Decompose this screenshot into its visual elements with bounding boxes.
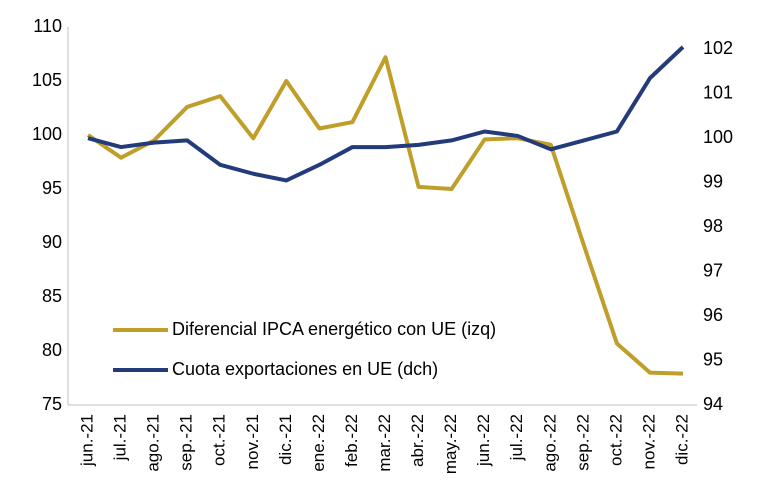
x-tick-label: dic.-22: [672, 414, 691, 465]
series-line: [86, 55, 684, 376]
x-tick-label: jun.-22: [474, 414, 493, 467]
y2-tick-label: 101: [703, 82, 733, 102]
y-tick-label: 90: [42, 232, 62, 252]
x-tick-label: sep.-22: [573, 414, 592, 471]
y2-tick-label: 99: [703, 171, 723, 191]
y2-tick-label: 94: [703, 394, 723, 414]
y2-tick-label: 102: [703, 38, 733, 58]
x-tick-label: jul.-21: [111, 414, 130, 461]
y-tick-label: 75: [42, 394, 62, 414]
y-tick-label: 80: [42, 340, 62, 360]
x-tick-label: mar.-22: [375, 414, 394, 472]
y2-tick-label: 97: [703, 260, 723, 280]
y2-tick-label: 100: [703, 127, 733, 147]
y-tick-label: 105: [32, 70, 62, 90]
legend-label: Cuota exportaciones en UE (dch): [172, 359, 438, 379]
y-tick-label: 110: [33, 16, 62, 36]
x-tick-label: nov.-22: [639, 414, 658, 469]
y-tick-label: 95: [42, 178, 62, 198]
x-tick-label: abr.-22: [408, 414, 427, 467]
x-tick-label: nov.-21: [243, 414, 262, 469]
x-tick-label: jun.-21: [77, 414, 96, 467]
x-tick-label: ago.-21: [144, 414, 163, 472]
x-tick-label: dic.-21: [276, 414, 295, 465]
x-tick-label: jul.-22: [507, 414, 526, 461]
y2-tick-label: 98: [703, 216, 723, 236]
x-tick-label: feb.-22: [342, 414, 361, 467]
x-tick-label: oct.-22: [606, 414, 625, 466]
x-tick-label: may.-22: [441, 414, 460, 474]
y-tick-label: 85: [42, 286, 62, 306]
y2-tick-label: 95: [703, 349, 723, 369]
legend-label: Diferencial IPCA energético con UE (izq): [172, 319, 496, 339]
x-tick-label: oct.-21: [210, 414, 229, 466]
y2-tick-label: 96: [703, 305, 723, 325]
y-tick-label: 100: [32, 124, 62, 144]
series-line: [87, 45, 685, 183]
x-tick-label: ene.-22: [309, 414, 328, 472]
x-tick-label: ago.-22: [540, 414, 559, 472]
x-tick-label: sep.-21: [177, 414, 196, 471]
